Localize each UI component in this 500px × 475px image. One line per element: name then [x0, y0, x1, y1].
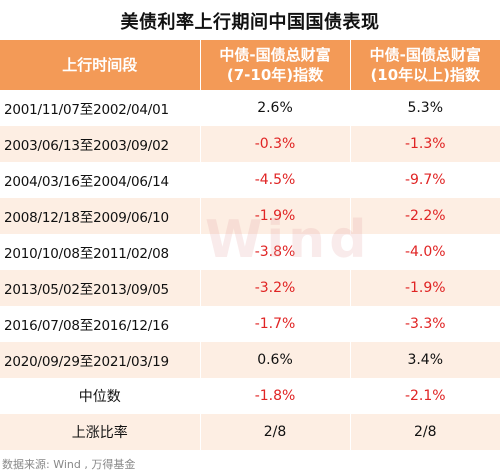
- period-cell: 2003/06/13至2003/09/02: [0, 126, 201, 162]
- period-cell: 2004/03/16至2004/06/14: [0, 162, 201, 198]
- value-10y-plus-cell: -3.3%: [350, 306, 500, 342]
- value-7-10y-cell: -4.5%: [200, 162, 351, 198]
- summary-7-10y-cell: 2/8: [200, 414, 351, 450]
- table-row: 2020/09/29至2021/03/19 0.6% 3.4%: [0, 342, 500, 378]
- value-7-10y-cell: -3.8%: [200, 234, 351, 270]
- header-col1: 中债-国债总财富 (7-10年)指数: [200, 40, 351, 90]
- value-7-10y-cell: -1.9%: [200, 198, 351, 234]
- period-cell: 2013/05/02至2013/09/05: [0, 270, 201, 306]
- period-cell: 2020/09/29至2021/03/19: [0, 342, 201, 378]
- table-row: 2008/12/18至2009/06/10 -1.9% -2.2%: [0, 198, 500, 234]
- value-10y-plus-cell: 3.4%: [350, 342, 500, 378]
- table-row: 2013/05/02至2013/09/05 -3.2% -1.9%: [0, 270, 500, 306]
- value-7-10y-cell: 2.6%: [200, 90, 351, 126]
- table-row: 2001/11/07至2002/04/01 2.6% 5.3%: [0, 90, 500, 126]
- value-10y-plus-cell: -1.9%: [350, 270, 500, 306]
- bond-performance-table: 上行时间段 中债-国债总财富 (7-10年)指数 中债-国债总财富 (10年以上…: [0, 40, 500, 450]
- value-7-10y-cell: 0.6%: [200, 342, 351, 378]
- source-note: 数据来源: Wind , 万得基金: [2, 458, 136, 471]
- header-col2-line1: 中债-国债总财富: [369, 46, 481, 64]
- value-7-10y-cell: -3.2%: [200, 270, 351, 306]
- period-cell: 2016/07/08至2016/12/16: [0, 306, 201, 342]
- value-10y-plus-cell: -4.0%: [350, 234, 500, 270]
- table-row: 2004/03/16至2004/06/14 -4.5% -9.7%: [0, 162, 500, 198]
- table-body: 2001/11/07至2002/04/01 2.6% 5.3% 2003/06/13至…: [0, 90, 500, 450]
- period-cell: 2010/10/08至2011/02/08: [0, 234, 201, 270]
- header-col2: 中债-国债总财富 (10年以上)指数: [350, 40, 500, 90]
- summary-10y-plus-cell: 2/8: [350, 414, 500, 450]
- page-title: 美债利率上行期间中国国债表现: [120, 12, 380, 33]
- period-cell: 2008/12/18至2009/06/10: [0, 198, 201, 234]
- summary-label-cell: 上涨比率: [0, 414, 201, 450]
- header-period: 上行时间段: [0, 40, 201, 90]
- header-col1-line2: (7-10年)指数: [226, 66, 324, 84]
- period-cell: 2001/11/07至2002/04/01: [0, 90, 201, 126]
- value-10y-plus-cell: -1.3%: [350, 126, 500, 162]
- value-7-10y-cell: -0.3%: [200, 126, 351, 162]
- summary-7-10y-cell: -1.8%: [200, 378, 351, 414]
- header-col2-line2: (10年以上)指数: [370, 66, 481, 84]
- table-header-row: 上行时间段 中债-国债总财富 (7-10年)指数 中债-国债总财富 (10年以上…: [0, 40, 500, 90]
- table-row: 2010/10/08至2011/02/08 -3.8% -4.0%: [0, 234, 500, 270]
- header-col1-line1: 中债-国债总财富: [219, 46, 331, 64]
- value-10y-plus-cell: -9.7%: [350, 162, 500, 198]
- table-row: 2016/07/08至2016/12/16 -1.7% -3.3%: [0, 306, 500, 342]
- value-10y-plus-cell: 5.3%: [350, 90, 500, 126]
- summary-row: 上涨比率 2/8 2/8: [0, 414, 500, 450]
- summary-10y-plus-cell: -2.1%: [350, 378, 500, 414]
- header-period-label: 上行时间段: [62, 56, 138, 74]
- table-row: 2003/06/13至2003/09/02 -0.3% -1.3%: [0, 126, 500, 162]
- value-7-10y-cell: -1.7%: [200, 306, 351, 342]
- value-10y-plus-cell: -2.2%: [350, 198, 500, 234]
- summary-row: 中位数 -1.8% -2.1%: [0, 378, 500, 414]
- summary-label-cell: 中位数: [0, 378, 201, 414]
